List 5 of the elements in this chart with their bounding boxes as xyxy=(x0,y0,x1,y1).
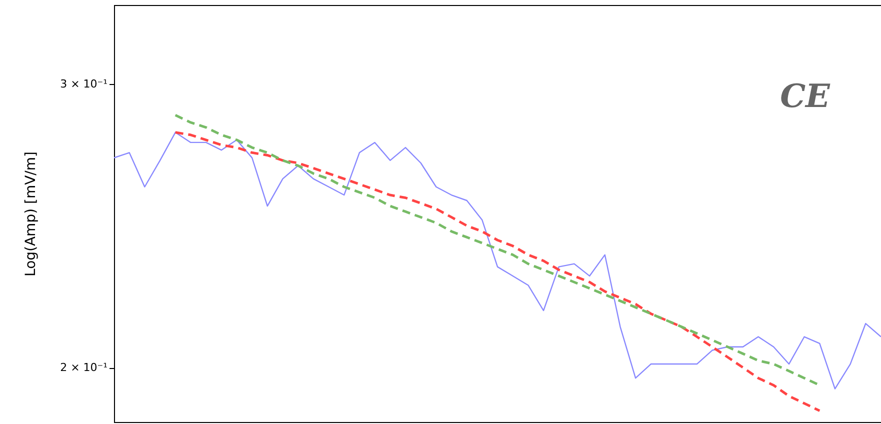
line-series xyxy=(114,132,881,390)
y-tick-label: 3 × 10⁻¹ xyxy=(60,78,108,91)
annotation: CE xyxy=(780,77,831,115)
y-tick-label: 2 × 10⁻¹ xyxy=(60,361,108,374)
y-axis-title: Log(Amp) [mV/m] xyxy=(23,152,40,276)
